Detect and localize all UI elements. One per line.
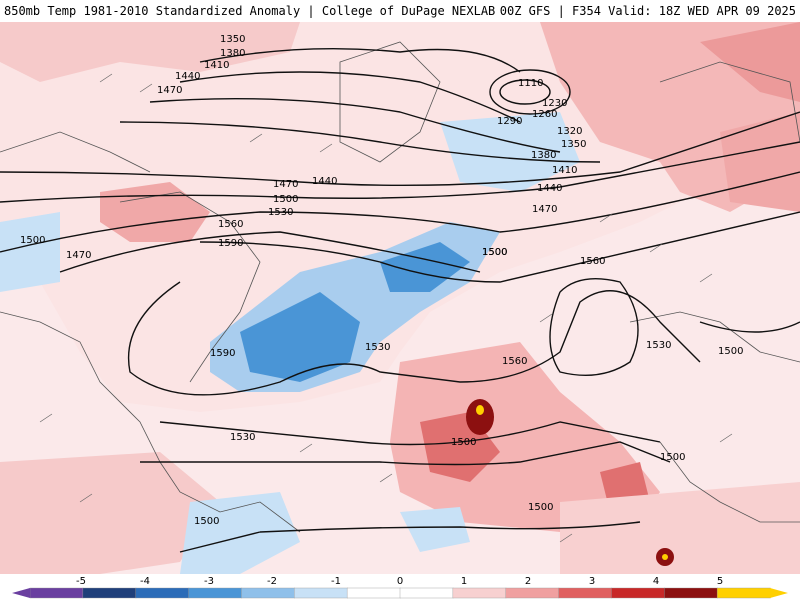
contour-label: 1470 bbox=[532, 204, 557, 215]
contour-label: 1440 bbox=[312, 176, 337, 187]
colorbar-tick: 3 bbox=[589, 576, 595, 587]
colorbar-tick: 4 bbox=[653, 576, 659, 587]
colorbar-segment bbox=[399, 587, 454, 599]
colorbar-segment bbox=[558, 587, 613, 599]
contour-label: 1500 bbox=[528, 502, 553, 513]
height-contours bbox=[0, 47, 800, 553]
contour-label: 1560 bbox=[502, 356, 527, 367]
colorbar-segment bbox=[611, 587, 665, 599]
contour-label: 1320 bbox=[557, 126, 582, 137]
colorbar-segment bbox=[452, 587, 507, 599]
contour-label: 1470 bbox=[157, 85, 182, 96]
contour-label: 1380 bbox=[220, 48, 245, 59]
colorbar-tick: -4 bbox=[140, 576, 150, 587]
contour-label: 1530 bbox=[646, 340, 671, 351]
anomaly-map: 1350 1380 1410 1440 1470 1110 1230 1260 … bbox=[0, 22, 800, 574]
colorbar-tick: 2 bbox=[525, 576, 531, 587]
contour-label: 1380 bbox=[531, 150, 556, 161]
contour-label: 1470 bbox=[273, 179, 298, 190]
contour-label: 1500 bbox=[194, 516, 219, 527]
contour-label: 1500 bbox=[482, 247, 507, 258]
colorbar-tick-labels: -5 -4 -3 -2 -1 0 1 2 3 4 5 bbox=[76, 576, 723, 587]
contour-label: 1440 bbox=[537, 183, 562, 194]
colorbar-tick: -2 bbox=[267, 576, 277, 587]
map-title: 850mb Temp 1981-2010 Standardized Anomal… bbox=[4, 4, 496, 18]
contour-label: 1440 bbox=[175, 71, 200, 82]
contour-label: 1500 bbox=[718, 346, 743, 357]
extreme-anomaly-spots bbox=[466, 399, 674, 566]
contour-labels: 1350 1380 1410 1440 1470 1110 1230 1260 … bbox=[20, 34, 743, 527]
colorbar-segment bbox=[82, 587, 137, 599]
contour-label: 1110 bbox=[518, 78, 543, 89]
wind-barbs bbox=[39, 73, 733, 543]
contour-label: 1230 bbox=[542, 98, 567, 109]
colorbar-tick: -1 bbox=[331, 576, 341, 587]
contour-label: 1470 bbox=[66, 250, 91, 261]
colorbar-tick: 0 bbox=[397, 576, 403, 587]
contour-label: 1590 bbox=[210, 348, 235, 359]
contour-label: 1590 bbox=[218, 238, 243, 249]
contour-label: 1410 bbox=[204, 60, 229, 71]
contour-label: 1500 bbox=[451, 437, 476, 448]
contour-label: 1530 bbox=[365, 342, 390, 353]
contour-label: 1500 bbox=[273, 194, 298, 205]
colorbar-segment bbox=[664, 587, 718, 599]
contour-label: 1410 bbox=[552, 165, 577, 176]
colorbar-tick: 5 bbox=[717, 576, 723, 587]
colorbar-segment bbox=[135, 587, 190, 599]
contour-label: 1530 bbox=[230, 432, 255, 443]
model-run-info: 00Z GFS | F354 Valid: 18Z WED APR 09 202… bbox=[499, 4, 796, 18]
colorbar-min-arrow bbox=[12, 588, 30, 598]
contour-label: 1560 bbox=[580, 256, 605, 267]
contour-label: 1560 bbox=[218, 219, 243, 230]
colorbar-segment bbox=[241, 587, 295, 599]
contour-label: 1500 bbox=[660, 452, 685, 463]
colorbar-tick: -5 bbox=[76, 576, 86, 587]
coastlines bbox=[0, 41, 800, 533]
colorbar-tick: 1 bbox=[461, 576, 467, 587]
contour-label: 1260 bbox=[532, 109, 557, 120]
colorbar-segments bbox=[12, 587, 788, 599]
contour-label: 1350 bbox=[561, 139, 586, 150]
contour-label: 1530 bbox=[268, 207, 293, 218]
colorbar-segment bbox=[346, 587, 401, 599]
title-bar: 850mb Temp 1981-2010 Standardized Anomal… bbox=[0, 0, 800, 22]
contour-label: 1350 bbox=[220, 34, 245, 45]
contour-label: 1500 bbox=[482, 247, 507, 258]
colorbar-tick: -3 bbox=[204, 576, 214, 587]
colorbar-segment bbox=[29, 587, 84, 599]
cool-anomaly-regions bbox=[0, 112, 580, 574]
colorbar-max-arrow bbox=[770, 588, 788, 598]
contour-label: 1290 bbox=[497, 116, 522, 127]
colorbar-segment bbox=[716, 587, 771, 599]
colorbar-segment bbox=[188, 587, 243, 599]
colorbar-segment bbox=[505, 587, 560, 599]
contour-label: 1500 bbox=[20, 235, 45, 246]
colorbar-segment bbox=[294, 587, 348, 599]
colorbar: -5 -4 -3 -2 -1 0 1 2 3 4 5 bbox=[12, 576, 788, 599]
